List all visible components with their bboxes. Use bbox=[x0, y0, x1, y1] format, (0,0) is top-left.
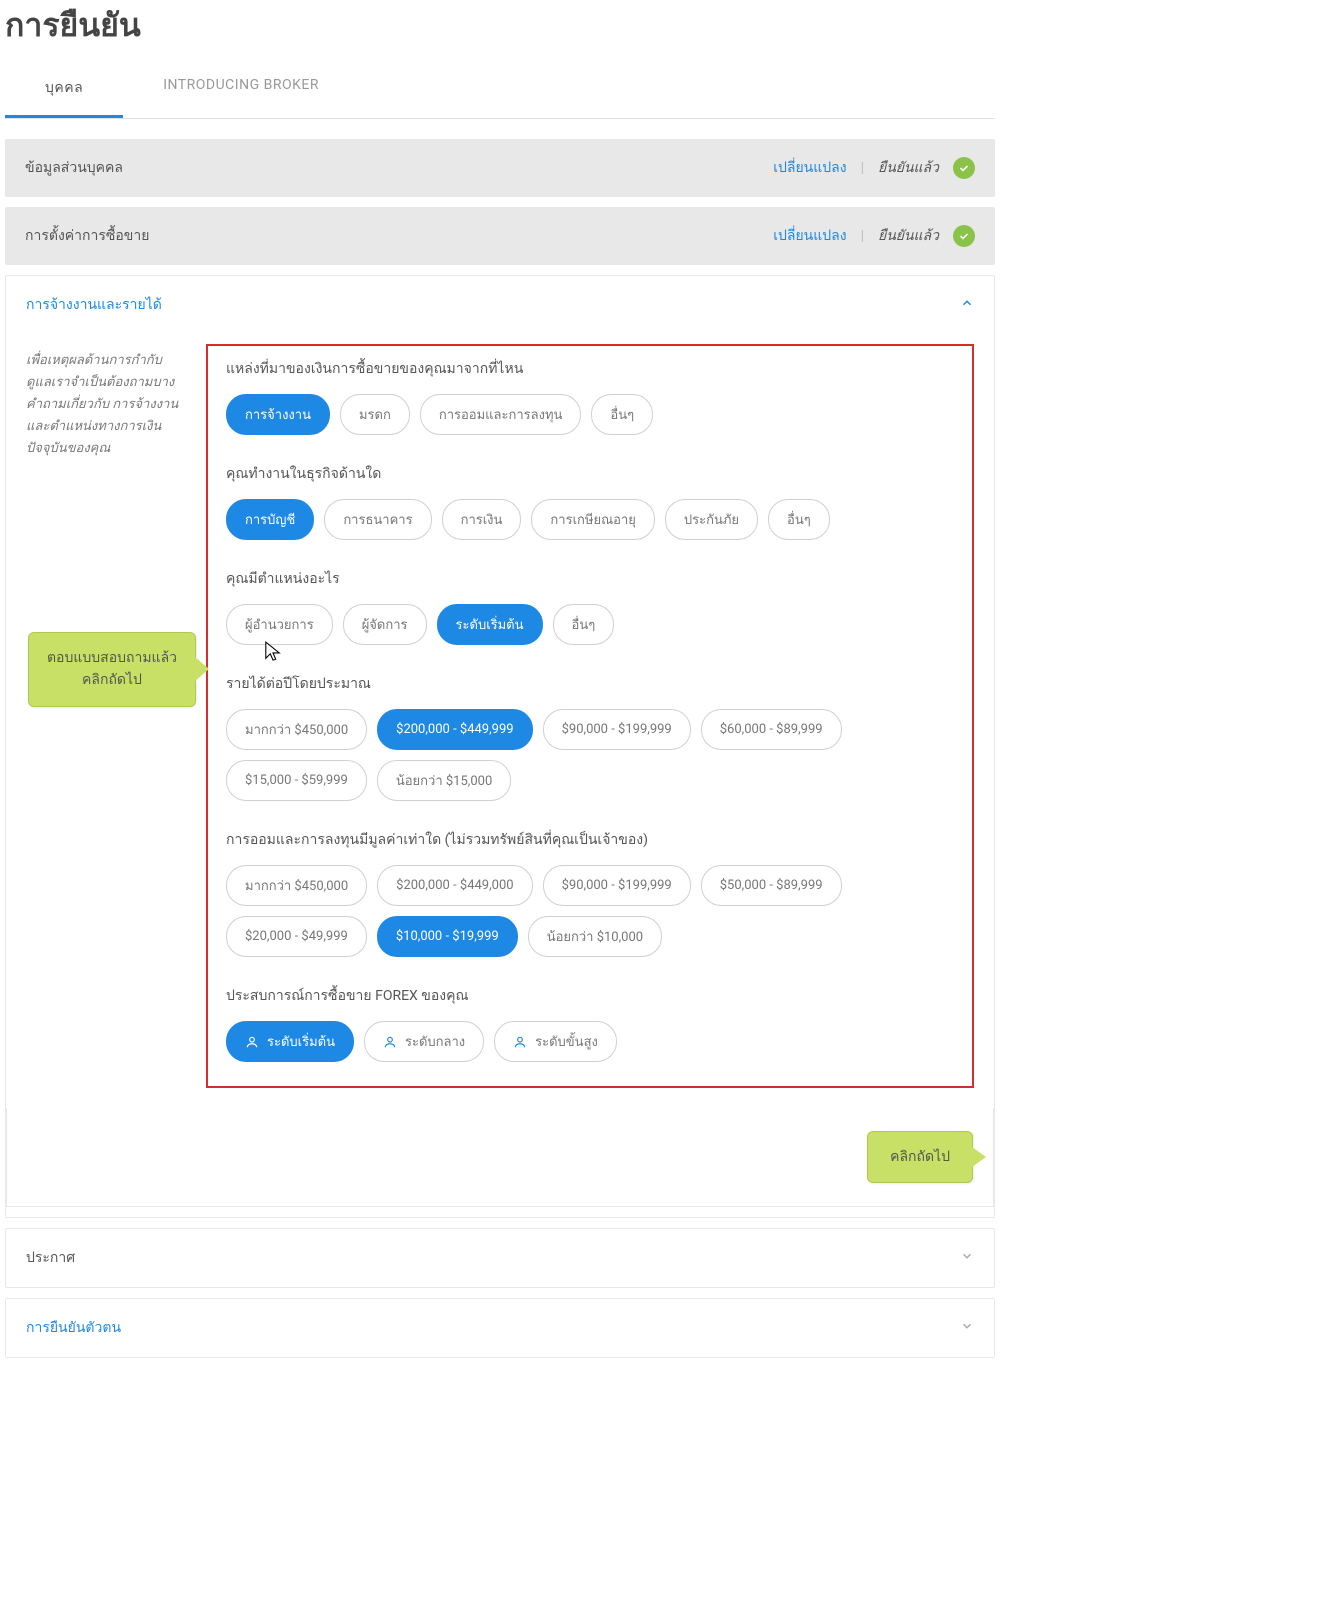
option-pill[interactable]: $60,000 - $89,999 bbox=[701, 709, 842, 750]
question-industry: คุณทำงานในธุรกิจด้านใด การบัญชี การธนาคา… bbox=[226, 463, 954, 540]
options-row: มากกว่า $450,000 $200,000 - $449,999 $90… bbox=[226, 709, 954, 801]
divider: | bbox=[861, 160, 864, 176]
option-pill[interactable]: การออมและการลงทุน bbox=[420, 394, 582, 435]
tab-personal[interactable]: บุคคล bbox=[5, 61, 123, 118]
status-text: ยืนยันแล้ว bbox=[878, 225, 939, 247]
option-pill[interactable]: การเกษียณอายุ bbox=[531, 499, 654, 540]
question-label: แหล่งที่มาของเงินการซื้อขายของคุณมาจากที… bbox=[226, 358, 954, 380]
question-label: รายได้ต่อปีโดยประมาณ bbox=[226, 673, 954, 695]
question-label: คุณมีตำแหน่งอะไร bbox=[226, 568, 954, 590]
callout-next: คลิกถัดไป bbox=[867, 1131, 973, 1183]
option-label: ระดับกลาง bbox=[405, 1031, 465, 1052]
option-pill[interactable]: อื่นๆ bbox=[591, 394, 653, 435]
tab-introducing-broker[interactable]: INTRODUCING BROKER bbox=[123, 61, 359, 118]
divider: | bbox=[861, 228, 864, 244]
side-help-text: เพื่อเหตุผลด้านการกำกับดูแลเราจำเป็นต้อง… bbox=[26, 344, 186, 460]
chevron-down-icon bbox=[960, 1249, 974, 1267]
option-pill[interactable]: ประกันภัย bbox=[665, 499, 758, 540]
option-pill[interactable]: มากกว่า $450,000 bbox=[226, 709, 367, 750]
option-pill[interactable]: $200,000 - $449,999 bbox=[377, 709, 532, 750]
option-pill[interactable]: ระดับเริ่มต้น bbox=[437, 604, 543, 645]
section-trading-settings: การตั้งค่าการซื้อขาย เปลี่ยนแปลง | ยืนยั… bbox=[5, 207, 995, 265]
person-icon bbox=[383, 1035, 397, 1049]
option-pill[interactable]: $90,000 - $199,999 bbox=[543, 709, 691, 750]
form-area: ตอบแบบสอบถามแล้วคลิกถัดไป แหล่งที่มาของเ… bbox=[206, 344, 974, 1088]
option-pill[interactable]: $50,000 - $89,999 bbox=[701, 865, 842, 906]
option-label: ระดับเริ่มต้น bbox=[267, 1031, 335, 1052]
question-label: คุณทำงานในธุรกิจด้านใด bbox=[226, 463, 954, 485]
option-pill[interactable]: ระดับขั้นสูง bbox=[494, 1021, 617, 1062]
option-pill[interactable]: มากกว่า $450,000 bbox=[226, 865, 367, 906]
option-pill[interactable]: อื่นๆ bbox=[768, 499, 830, 540]
section-title: การยืนยันตัวตน bbox=[26, 1317, 121, 1339]
person-icon bbox=[513, 1035, 527, 1049]
footer-actions: คลิกถัดไป ถัดไป bbox=[6, 1108, 994, 1207]
check-icon bbox=[953, 225, 975, 247]
question-position: คุณมีตำแหน่งอะไร ผู้อำนวยการ ผู้จัดการ ร… bbox=[226, 568, 954, 645]
option-pill[interactable]: อื่นๆ bbox=[553, 604, 615, 645]
option-pill[interactable]: ผู้จัดการ bbox=[343, 604, 427, 645]
callout-instructions: ตอบแบบสอบถามแล้วคลิกถัดไป bbox=[28, 632, 196, 707]
chevron-down-icon bbox=[960, 1319, 974, 1337]
option-pill[interactable]: $20,000 - $49,999 bbox=[226, 916, 367, 957]
question-label: ประสบการณ์การซื้อขาย FOREX ของคุณ bbox=[226, 985, 954, 1007]
page-title: การยืนยัน bbox=[5, 0, 995, 61]
section-announcement[interactable]: ประกาศ bbox=[5, 1228, 995, 1288]
section-identity-verification[interactable]: การยืนยันตัวตน bbox=[5, 1298, 995, 1358]
question-forex-experience: ประสบการณ์การซื้อขาย FOREX ของคุณ ระดับเ… bbox=[226, 985, 954, 1062]
section-employment-header[interactable]: การจ้างงานและรายได้ bbox=[6, 276, 994, 334]
option-pill[interactable]: $90,000 - $199,999 bbox=[543, 865, 691, 906]
question-source-of-funds: แหล่งที่มาของเงินการซื้อขายของคุณมาจากที… bbox=[226, 358, 954, 435]
options-row: การจ้างงาน มรดก การออมและการลงทุน อื่นๆ bbox=[226, 394, 954, 435]
option-pill[interactable]: ผู้อำนวยการ bbox=[226, 604, 333, 645]
question-label: การออมและการลงทุนมีมูลค่าเท่าใด (ไม่รวมท… bbox=[226, 829, 954, 851]
options-row: ระดับเริ่มต้น ระดับกลาง ระดับขั้นสูง bbox=[226, 1021, 954, 1062]
person-icon bbox=[245, 1035, 259, 1049]
options-row: ผู้อำนวยการ ผู้จัดการ ระดับเริ่มต้น อื่น… bbox=[226, 604, 954, 645]
change-link[interactable]: เปลี่ยนแปลง bbox=[773, 225, 846, 247]
option-pill[interactable]: $15,000 - $59,999 bbox=[226, 760, 367, 801]
options-row: การบัญชี การธนาคาร การเงิน การเกษียณอายุ… bbox=[226, 499, 954, 540]
option-pill[interactable]: การธนาคาร bbox=[324, 499, 431, 540]
section-title: ประกาศ bbox=[26, 1247, 75, 1269]
section-employment-title: การจ้างงานและรายได้ bbox=[26, 294, 162, 316]
section-personal-info: ข้อมูลส่วนบุคคล เปลี่ยนแปลง | ยืนยันแล้ว bbox=[5, 139, 995, 197]
option-label: ระดับขั้นสูง bbox=[535, 1031, 598, 1052]
section-employment: การจ้างงานและรายได้ เพื่อเหตุผลด้านการกำ… bbox=[5, 275, 995, 1218]
question-annual-income: รายได้ต่อปีโดยประมาณ มากกว่า $450,000 $2… bbox=[226, 673, 954, 801]
options-row: มากกว่า $450,000 $200,000 - $449,000 $90… bbox=[226, 865, 954, 957]
tabs: บุคคล INTRODUCING BROKER bbox=[5, 61, 995, 119]
section-title: ข้อมูลส่วนบุคคล bbox=[25, 157, 123, 179]
option-pill[interactable]: ระดับกลาง bbox=[364, 1021, 484, 1062]
option-pill[interactable]: มรดก bbox=[340, 394, 410, 435]
option-pill[interactable]: $200,000 - $449,000 bbox=[377, 865, 532, 906]
question-savings-investments: การออมและการลงทุนมีมูลค่าเท่าใด (ไม่รวมท… bbox=[226, 829, 954, 957]
option-pill[interactable]: $10,000 - $19,999 bbox=[377, 916, 518, 957]
change-link[interactable]: เปลี่ยนแปลง bbox=[773, 157, 846, 179]
option-pill[interactable]: การเงิน bbox=[442, 499, 522, 540]
check-icon bbox=[953, 157, 975, 179]
status-text: ยืนยันแล้ว bbox=[878, 157, 939, 179]
option-pill[interactable]: ระดับเริ่มต้น bbox=[226, 1021, 354, 1062]
option-pill[interactable]: น้อยกว่า $15,000 bbox=[377, 760, 511, 801]
option-pill[interactable]: น้อยกว่า $10,000 bbox=[528, 916, 662, 957]
option-pill[interactable]: การจ้างงาน bbox=[226, 394, 330, 435]
chevron-up-icon bbox=[960, 296, 974, 314]
section-title: การตั้งค่าการซื้อขาย bbox=[25, 225, 149, 247]
option-pill[interactable]: การบัญชี bbox=[226, 499, 314, 540]
